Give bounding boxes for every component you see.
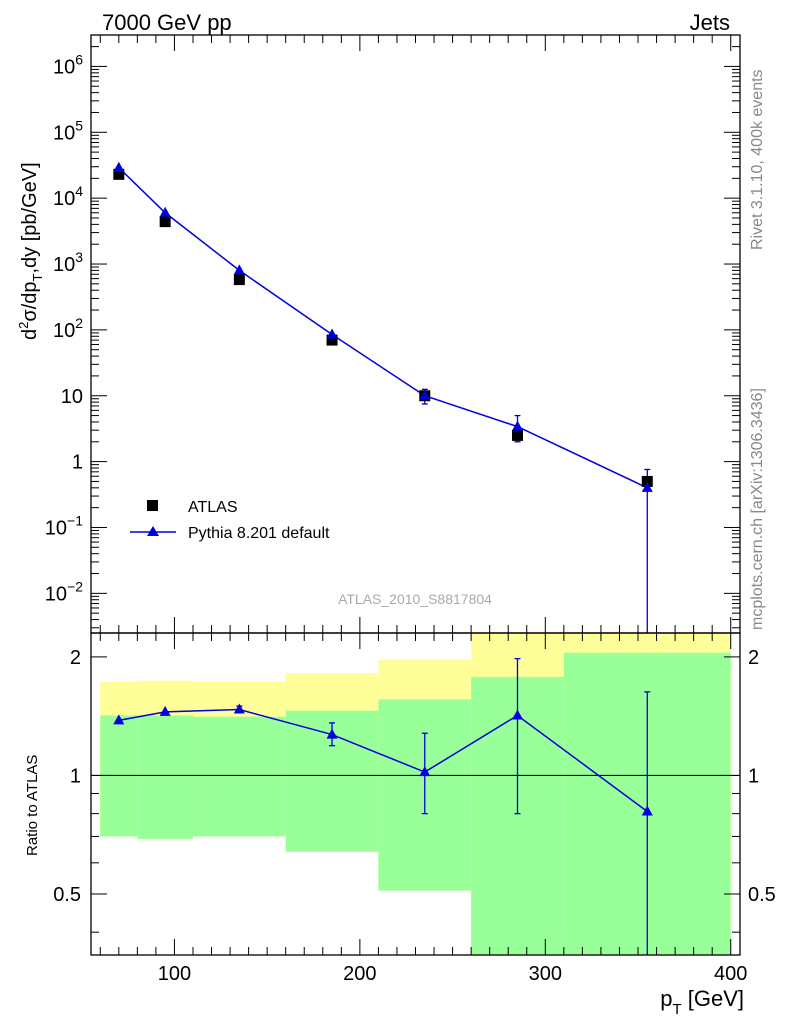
ratio-point-5 — [511, 709, 523, 720]
upper-y-tick-label: 1 — [72, 452, 83, 474]
upper-y-tick-label: 102 — [53, 315, 83, 342]
x-tick-label: 100 — [158, 963, 191, 985]
x-tick-label: 200 — [343, 963, 376, 985]
mc-point-3 — [326, 328, 338, 339]
x-axis-title: pT [GeV] — [660, 986, 744, 1018]
data-point-1 — [159, 216, 171, 228]
ratio-point-6 — [641, 805, 653, 816]
mc-point-2 — [233, 264, 245, 275]
band-inner-2 — [192, 716, 286, 837]
ratio-point-0 — [113, 714, 125, 725]
axis-ticks: 10−2 10−1 1 10 102 103 104 105 106 100 200 300 400 0.… — [45, 34, 776, 985]
band-inner-1 — [137, 715, 193, 839]
mc-point-1 — [159, 206, 171, 217]
upper-y-tick-label: 10 — [61, 386, 83, 408]
data-point-5 — [511, 429, 523, 441]
ratio-point-4 — [419, 766, 431, 777]
lower-y-tick-label-right: 1 — [748, 765, 759, 787]
legend: ATLAS Pythia 8.201 default — [130, 499, 330, 542]
x-tick-label: 400 — [714, 963, 747, 985]
upper-y-tick-label: 104 — [53, 183, 83, 210]
data-point-3 — [326, 334, 338, 346]
mc-point-0 — [113, 161, 125, 172]
data-point-6 — [641, 475, 653, 487]
mc-curve-upper — [118, 167, 648, 489]
lower-y-tick-label: 1 — [70, 765, 81, 787]
header-observable-label: Jets — [690, 10, 730, 35]
lower-y-tick-label-right: 0.5 — [748, 884, 776, 906]
legend-mc-marker — [147, 526, 159, 536]
data-point-2 — [233, 274, 245, 286]
x-tick-label: 300 — [529, 963, 562, 985]
legend-data-marker — [147, 500, 158, 511]
rivet-version-label: Rivet 3.1.10, 400k events — [749, 69, 766, 250]
mc-point-6 — [641, 481, 653, 492]
ratio-point-1 — [159, 705, 171, 716]
header-energy-label: 7000 GeV pp — [102, 10, 232, 35]
upper-y-tick-label: 10−2 — [45, 578, 83, 605]
mc-point-5 — [511, 420, 523, 431]
ratio-point-2 — [233, 703, 245, 714]
ratio-uncertainty-bands — [100, 633, 731, 955]
ratio-point-3 — [326, 728, 338, 739]
upper-panel-frame — [90, 34, 741, 634]
legend-mc-label: Pythia 8.201 default — [188, 525, 330, 542]
data-point-0 — [113, 168, 125, 180]
upper-y-tick-label: 105 — [53, 117, 83, 144]
lower-y-tick-label: 0.5 — [53, 884, 81, 906]
mc-point-4 — [419, 389, 431, 400]
upper-y-tick-label: 10−1 — [45, 512, 83, 539]
legend-data-label: ATLAS — [188, 499, 238, 516]
upper-y-axis-title: d2σ/dpT,dy [pb/GeV] — [16, 162, 45, 340]
data-series — [113, 161, 653, 955]
upper-y-tick-label: 106 — [53, 51, 83, 78]
lower-y-axis-title: Ratio to ATLAS — [24, 755, 41, 856]
upper-y-tick-label: 103 — [53, 249, 83, 276]
lower-y-tick-label: 2 — [70, 647, 81, 669]
analysis-tag: ATLAS_2010_S8817804 — [338, 591, 492, 607]
mcplots-label: mcplots.cern.ch [arXiv:1306.3436] — [749, 388, 766, 630]
lower-y-tick-label-right: 2 — [748, 647, 759, 669]
